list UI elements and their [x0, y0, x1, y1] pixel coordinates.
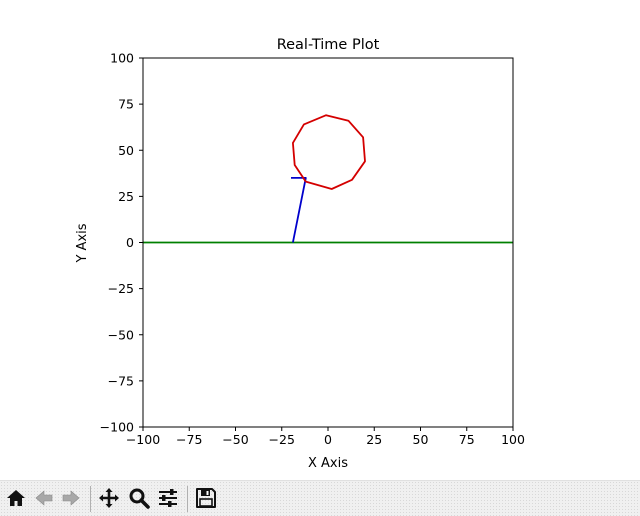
y-tick-label: 25 — [118, 189, 134, 204]
configure-subplots-button[interactable] — [157, 487, 179, 509]
navigation-toolbar — [0, 480, 640, 516]
y-tick-label: −100 — [100, 420, 134, 435]
x-tick-label: 100 — [501, 432, 525, 447]
x-tick-label: −50 — [222, 432, 248, 447]
y-axis-label: Y Axis — [75, 223, 90, 263]
x-tick-label: 50 — [413, 432, 429, 447]
series-line-2 — [291, 114, 366, 190]
back-button[interactable] — [33, 487, 55, 509]
figure: Real-Time Plot −100 −75 −50 −25 0 25 50 75 100 −… — [75, 37, 525, 471]
x-axis: −100 −75 −50 −25 0 25 50 75 100 — [126, 427, 525, 447]
home-button[interactable] — [5, 487, 27, 509]
y-tick-label: 0 — [126, 235, 134, 250]
save-icon — [196, 488, 216, 508]
home-icon — [7, 490, 25, 506]
move-icon — [99, 488, 119, 508]
save-button[interactable] — [195, 487, 217, 509]
x-tick-label: 75 — [459, 432, 475, 447]
arrow-left-icon — [35, 490, 53, 506]
y-tick-label: −75 — [108, 373, 134, 388]
x-tick-label: 25 — [366, 432, 382, 447]
y-tick-label: −25 — [108, 281, 134, 296]
x-tick-label: −100 — [126, 432, 160, 447]
toolbar-separator — [187, 486, 188, 512]
arrow-right-icon — [62, 490, 80, 506]
x-tick-label: −75 — [176, 432, 202, 447]
toolbar-separator — [90, 486, 91, 512]
x-tick-label: −25 — [269, 432, 295, 447]
magnifier-icon — [129, 488, 150, 509]
y-tick-label: 100 — [110, 51, 134, 66]
y-tick-label: −50 — [108, 327, 134, 342]
y-tick-label: 75 — [118, 97, 134, 112]
x-axis-label: X Axis — [308, 456, 348, 471]
y-axis: −100 −75 −50 −25 0 25 50 75 100 — [100, 51, 143, 435]
plot-lines — [143, 114, 513, 244]
chart-canvas: Real-Time Plot −100 −75 −50 −25 0 25 50 75 100 −… — [75, 37, 525, 471]
sliders-icon — [159, 489, 177, 507]
series-line-1 — [291, 176, 307, 243]
pan-button[interactable] — [98, 487, 120, 509]
zoom-button[interactable] — [128, 487, 150, 509]
x-tick-label: 0 — [324, 432, 332, 447]
y-tick-label: 50 — [118, 143, 134, 158]
forward-button[interactable] — [60, 487, 82, 509]
chart-title: Real-Time Plot — [277, 37, 380, 53]
